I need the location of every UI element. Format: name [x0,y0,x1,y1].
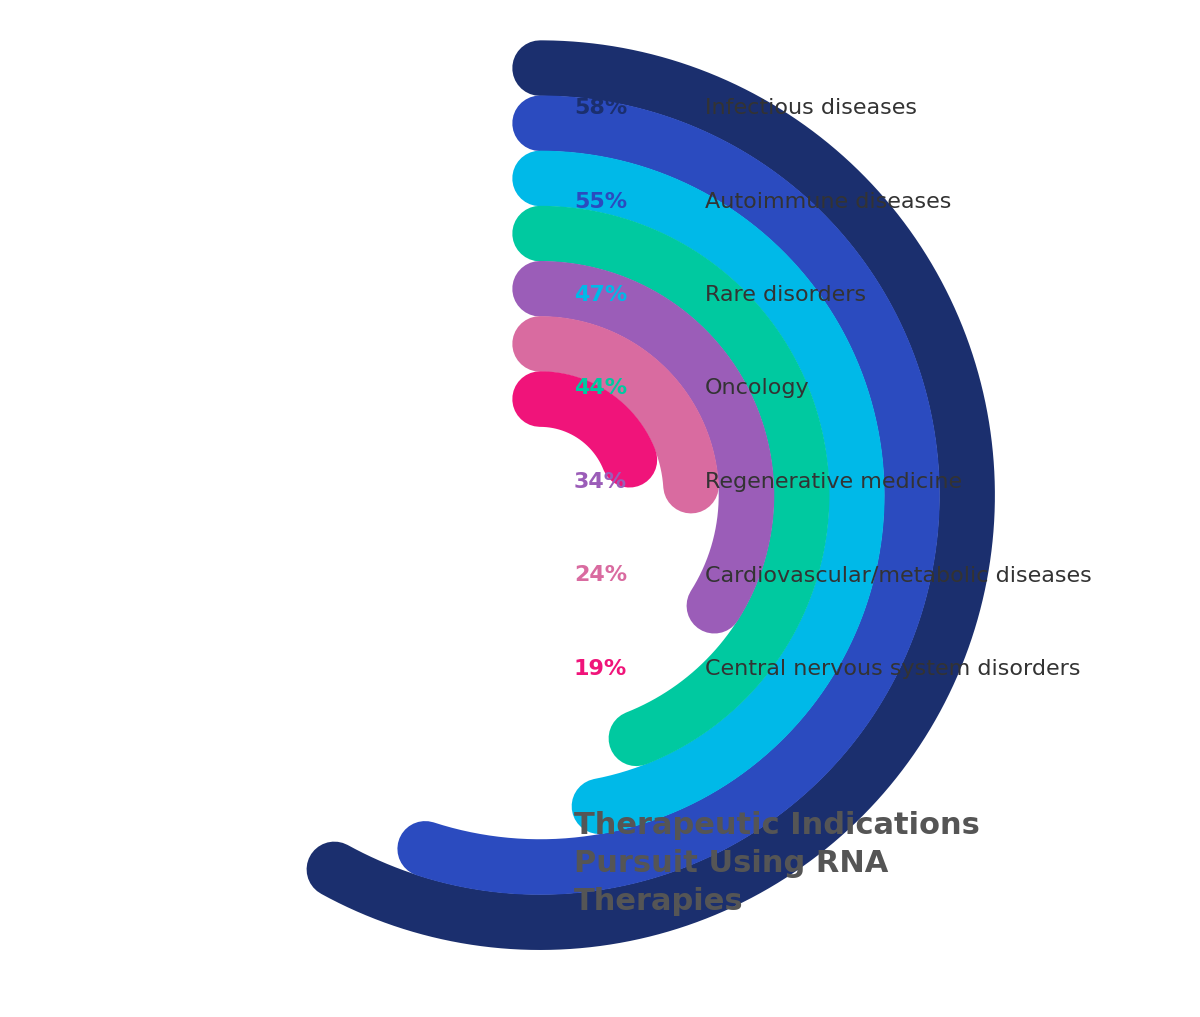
Text: Therapeutic Indications
Pursuit Using RNA
Therapies: Therapeutic Indications Pursuit Using RN… [574,811,979,916]
Text: 44%: 44% [574,378,628,399]
Text: Infectious diseases: Infectious diseases [704,99,917,118]
Text: Regenerative medicine: Regenerative medicine [704,472,961,492]
Text: 58%: 58% [574,99,628,118]
Text: Rare disorders: Rare disorders [704,285,865,305]
Text: 24%: 24% [574,565,628,585]
Text: 19%: 19% [574,659,628,678]
Text: Cardiovascular/metabolic diseases: Cardiovascular/metabolic diseases [704,565,1092,585]
Text: Autoimmune diseases: Autoimmune diseases [704,191,952,212]
Text: 34%: 34% [574,472,628,492]
Text: Oncology: Oncology [704,378,809,399]
Text: 55%: 55% [574,191,628,212]
Text: Central nervous system disorders: Central nervous system disorders [704,659,1080,678]
Text: 47%: 47% [574,285,628,305]
